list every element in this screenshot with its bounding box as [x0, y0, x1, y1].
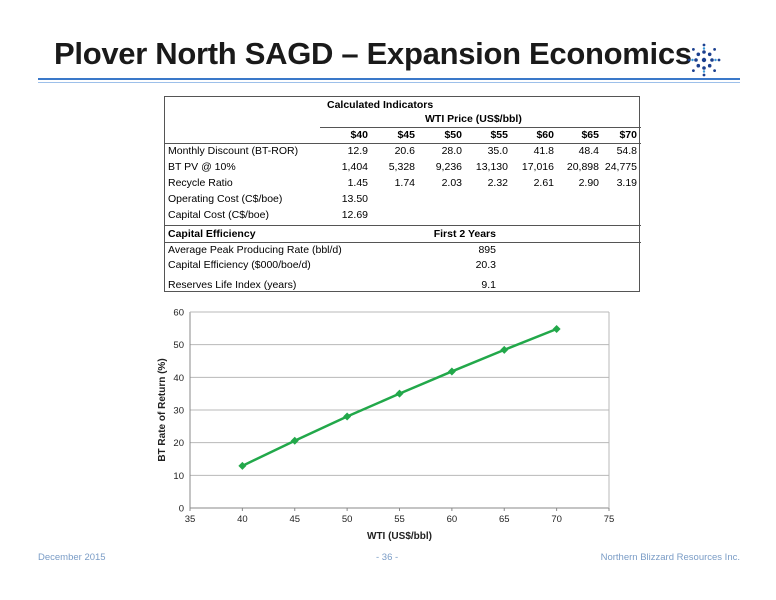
price-column: $60 — [536, 129, 554, 141]
x-tick-label: 45 — [289, 514, 300, 525]
cell: 9,236 — [435, 161, 462, 173]
cell: 12.9 — [347, 145, 368, 157]
data-point — [500, 345, 509, 354]
y-tick-label: 0 — [179, 504, 184, 515]
cell: 12.69 — [341, 209, 368, 221]
table-row: Operating Cost (C$/boe) 13.50 — [165, 192, 639, 206]
col-header: First 2 Years — [433, 228, 496, 240]
cell: 895 — [478, 244, 496, 256]
cell: 13,130 — [475, 161, 508, 173]
column-header-rule — [165, 143, 641, 144]
cell: 2.90 — [578, 177, 599, 189]
row-label: Operating Cost (C$/boe) — [168, 193, 283, 205]
header-rule — [320, 127, 641, 128]
price-column: $45 — [397, 129, 415, 141]
title-divider — [38, 78, 740, 80]
x-axis-label: WTI (US$/bbl) — [367, 531, 432, 542]
table-row: Average Peak Producing Rate (bbl/d) 895 — [165, 243, 639, 257]
cell: 48.4 — [578, 145, 599, 157]
data-point — [552, 324, 561, 333]
page-title: Plover North SAGD – Expansion Economics — [54, 36, 692, 71]
row-label: Reserves Life Index (years) — [168, 279, 297, 291]
row-label: Capital Efficiency ($000/boe/d) — [168, 259, 311, 271]
cell: 17,016 — [521, 161, 554, 173]
y-axis-label: BT Rate of Return (%) — [157, 358, 168, 461]
y-tick-label: 40 — [173, 373, 184, 384]
cell: 2.61 — [533, 177, 554, 189]
y-tick-label: 30 — [173, 406, 184, 417]
cell: 9.1 — [481, 279, 496, 291]
data-point — [395, 389, 404, 398]
y-tick-label: 50 — [173, 340, 184, 351]
row-label: Recycle Ratio — [168, 177, 233, 189]
cell: 24,775 — [604, 161, 637, 173]
title-divider-secondary — [38, 82, 740, 83]
price-column: $70 — [619, 129, 637, 141]
x-tick-label: 50 — [342, 514, 353, 525]
cell: 20.6 — [394, 145, 415, 157]
table-row: Capital Cost (C$/boe) 12.69 — [165, 208, 639, 222]
price-columns-row: $40 $45 $50 $55 $60 $65 $70 — [165, 128, 639, 142]
row-label: Monthly Discount (BT-ROR) — [168, 145, 299, 157]
cell: 2.32 — [487, 177, 508, 189]
row-label: Capital Cost (C$/boe) — [168, 209, 269, 221]
section-rule — [165, 225, 641, 226]
table-caption: Calculated Indicators — [327, 99, 434, 111]
chart-svg: 0 10 20 30 40 50 60 35 40 45 50 55 60 65 70 75 WTI (US$/… — [157, 308, 615, 543]
data-point — [447, 367, 456, 376]
footer-page-number: - 36 - — [376, 552, 399, 563]
price-header: WTI Price (US$/bbl) — [425, 113, 522, 125]
data-point — [290, 436, 299, 445]
cell: 13.50 — [341, 193, 368, 205]
economics-table: Calculated Indicators WTI Price (US$/bbl… — [164, 96, 641, 292]
table-row: Monthly Discount (BT-ROR) 12.9 20.6 28.0… — [165, 144, 639, 158]
price-column: $65 — [581, 129, 599, 141]
x-tick-label: 40 — [237, 514, 248, 525]
y-tick-label: 20 — [173, 438, 184, 449]
cell: 54.8 — [616, 145, 637, 157]
cell: 35.0 — [487, 145, 508, 157]
cell: 20,898 — [566, 161, 599, 173]
row-label: BT PV @ 10% — [168, 161, 236, 173]
footer-company: Northern Blizzard Resources Inc. — [600, 552, 740, 563]
cell: 1,404 — [341, 161, 368, 173]
x-tick-label: 55 — [394, 514, 405, 525]
cell: 1.45 — [347, 177, 368, 189]
table-row: BT PV @ 10% 1,404 5,328 9,236 13,130 17,… — [165, 160, 639, 174]
price-column: $55 — [490, 129, 508, 141]
table-row: Reserves Life Index (years) 9.1 — [165, 278, 639, 292]
section-heading: Capital Efficiency — [168, 228, 256, 240]
rate-of-return-chart: 0 10 20 30 40 50 60 35 40 45 50 55 60 65 70 75 WTI (US$/… — [150, 300, 620, 550]
cell: 1.74 — [394, 177, 415, 189]
capital-efficiency-header: Capital Efficiency First 2 Years — [165, 227, 639, 241]
x-tick-label: 60 — [447, 514, 458, 525]
x-tick-label: 75 — [604, 514, 615, 525]
x-tick-label: 70 — [551, 514, 562, 525]
cell: 2.03 — [441, 177, 462, 189]
cell: 28.0 — [441, 145, 462, 157]
section-header-rule — [165, 242, 641, 243]
row-label: Average Peak Producing Rate (bbl/d) — [168, 244, 342, 256]
table-row: Capital Efficiency ($000/boe/d) 20.3 — [165, 258, 639, 272]
footer-date: December 2015 — [38, 552, 106, 563]
y-tick-label: 60 — [173, 308, 184, 319]
cell: 5,328 — [388, 161, 415, 173]
table-row: Recycle Ratio 1.45 1.74 2.03 2.32 2.61 2… — [165, 176, 639, 190]
price-column: $40 — [350, 129, 368, 141]
x-tick-label: 65 — [499, 514, 510, 525]
cell: 20.3 — [475, 259, 496, 271]
price-column: $50 — [444, 129, 462, 141]
cell: 3.19 — [616, 177, 637, 189]
y-tick-label: 10 — [173, 471, 184, 482]
snowflake-logo-icon — [687, 43, 721, 77]
x-tick-label: 35 — [185, 514, 196, 525]
cell: 41.8 — [533, 145, 554, 157]
data-point — [238, 461, 247, 470]
data-point — [343, 412, 352, 421]
